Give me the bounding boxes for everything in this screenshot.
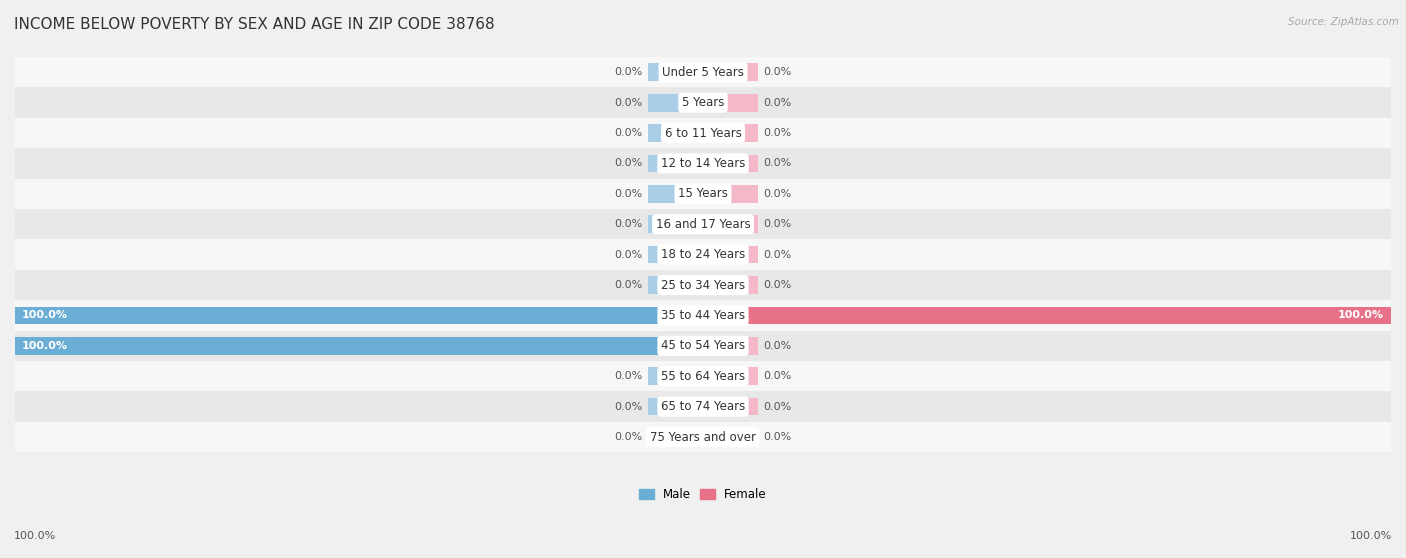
Text: 100.0%: 100.0% — [1339, 310, 1384, 320]
Text: 0.0%: 0.0% — [763, 189, 792, 199]
Bar — [0, 270, 1406, 300]
Bar — [648, 398, 703, 416]
Bar — [648, 124, 703, 142]
Bar — [0, 300, 1406, 331]
Text: 0.0%: 0.0% — [614, 402, 643, 412]
Text: 0.0%: 0.0% — [763, 68, 792, 78]
Bar — [703, 428, 758, 446]
Text: 0.0%: 0.0% — [614, 128, 643, 138]
Text: 12 to 14 Years: 12 to 14 Years — [661, 157, 745, 170]
Text: 45 to 54 Years: 45 to 54 Years — [661, 339, 745, 352]
Text: 0.0%: 0.0% — [763, 371, 792, 381]
Bar — [648, 155, 703, 172]
Text: Under 5 Years: Under 5 Years — [662, 66, 744, 79]
Text: 35 to 44 Years: 35 to 44 Years — [661, 309, 745, 322]
Bar — [648, 367, 703, 385]
Bar — [0, 179, 1406, 209]
Text: 0.0%: 0.0% — [614, 189, 643, 199]
Bar — [0, 392, 1406, 422]
Bar — [703, 64, 758, 81]
Bar — [648, 215, 703, 233]
Text: 0.0%: 0.0% — [614, 371, 643, 381]
Bar — [0, 148, 1406, 179]
Text: 0.0%: 0.0% — [763, 432, 792, 442]
Text: INCOME BELOW POVERTY BY SEX AND AGE IN ZIP CODE 38768: INCOME BELOW POVERTY BY SEX AND AGE IN Z… — [14, 17, 495, 32]
Text: 0.0%: 0.0% — [614, 158, 643, 169]
Text: 0.0%: 0.0% — [763, 219, 792, 229]
Bar — [0, 422, 1406, 452]
Text: 0.0%: 0.0% — [763, 128, 792, 138]
Text: 100.0%: 100.0% — [22, 341, 67, 351]
Text: 0.0%: 0.0% — [614, 432, 643, 442]
Bar — [703, 215, 758, 233]
Text: 0.0%: 0.0% — [763, 98, 792, 108]
Bar — [648, 185, 703, 203]
Text: 0.0%: 0.0% — [763, 249, 792, 259]
Bar — [703, 367, 758, 385]
Bar — [703, 94, 758, 112]
Text: 55 to 64 Years: 55 to 64 Years — [661, 370, 745, 383]
Bar — [703, 337, 758, 355]
Text: 0.0%: 0.0% — [763, 402, 792, 412]
Bar — [15, 337, 703, 355]
Text: 0.0%: 0.0% — [763, 341, 792, 351]
Bar — [0, 361, 1406, 392]
Bar — [648, 64, 703, 81]
Bar — [703, 276, 758, 294]
Text: 100.0%: 100.0% — [22, 310, 67, 320]
Bar — [648, 276, 703, 294]
Bar — [703, 124, 758, 142]
Text: 0.0%: 0.0% — [614, 280, 643, 290]
Text: 100.0%: 100.0% — [1350, 531, 1392, 541]
Bar — [0, 209, 1406, 239]
Bar — [648, 428, 703, 446]
Bar — [703, 185, 758, 203]
Text: 0.0%: 0.0% — [614, 249, 643, 259]
Bar — [703, 155, 758, 172]
Bar — [0, 239, 1406, 270]
Bar — [703, 246, 758, 263]
Text: 0.0%: 0.0% — [763, 158, 792, 169]
Bar — [15, 307, 703, 324]
Bar — [648, 94, 703, 112]
Text: 25 to 34 Years: 25 to 34 Years — [661, 278, 745, 292]
Text: 0.0%: 0.0% — [763, 280, 792, 290]
Bar — [648, 246, 703, 263]
Text: 16 and 17 Years: 16 and 17 Years — [655, 218, 751, 231]
Text: 0.0%: 0.0% — [614, 68, 643, 78]
Text: 100.0%: 100.0% — [14, 531, 56, 541]
Text: 0.0%: 0.0% — [614, 98, 643, 108]
Text: Source: ZipAtlas.com: Source: ZipAtlas.com — [1288, 17, 1399, 27]
Bar — [0, 118, 1406, 148]
Text: 15 Years: 15 Years — [678, 187, 728, 200]
Text: 5 Years: 5 Years — [682, 96, 724, 109]
Bar — [0, 57, 1406, 88]
Text: 75 Years and over: 75 Years and over — [650, 431, 756, 444]
Legend: Male, Female: Male, Female — [634, 483, 772, 506]
Bar — [0, 331, 1406, 361]
Bar — [703, 398, 758, 416]
Text: 65 to 74 Years: 65 to 74 Years — [661, 400, 745, 413]
Bar — [0, 88, 1406, 118]
Text: 6 to 11 Years: 6 to 11 Years — [665, 127, 741, 140]
Bar — [703, 307, 1391, 324]
Text: 18 to 24 Years: 18 to 24 Years — [661, 248, 745, 261]
Text: 0.0%: 0.0% — [614, 219, 643, 229]
